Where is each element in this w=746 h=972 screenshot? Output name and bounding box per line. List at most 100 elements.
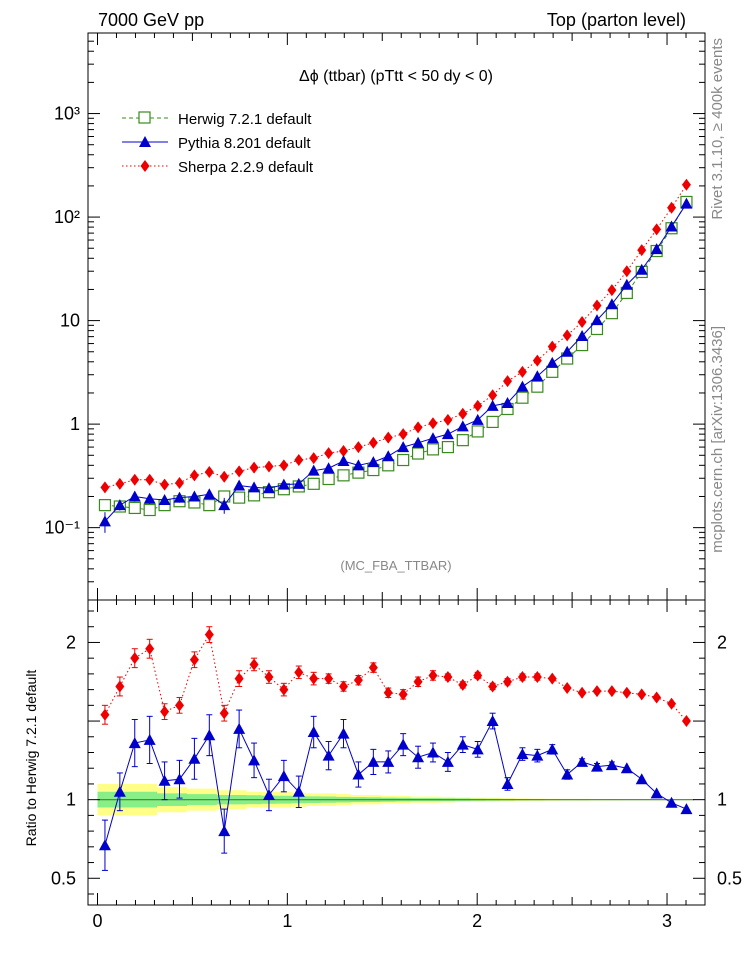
ratio-point-sherpa — [145, 642, 155, 655]
main-point-herwig — [143, 503, 156, 517]
ratio-point-pythia — [292, 785, 305, 797]
main-point-herwig — [382, 459, 395, 472]
main-point-sherpa — [383, 431, 393, 444]
ratio-y-tick-label-right: 1 — [717, 790, 727, 810]
header-right: Top (parton level) — [547, 10, 686, 30]
main-line-pythia — [104, 203, 687, 522]
ratio-point-sherpa — [398, 688, 408, 701]
ratio-point-pythia — [307, 726, 320, 738]
main-point-sherpa — [353, 441, 363, 454]
rivet-label: Rivet 3.1.10, ≥ 400k events — [709, 38, 726, 220]
ratio-point-sherpa — [368, 661, 378, 674]
ratio-point-pythia — [158, 774, 171, 786]
main-point-sherpa — [204, 465, 214, 478]
ratio-plot-content — [97, 626, 694, 871]
legend: Herwig 7.2.1 default Pythia 8.201 defaul… — [122, 111, 314, 176]
ratio-x-tick-label: 3 — [662, 911, 672, 931]
ratio-point-sherpa — [473, 669, 483, 682]
ratio-point-sherpa — [532, 671, 542, 684]
legend-label-herwig: Herwig 7.2.1 default — [178, 111, 312, 128]
ratio-point-pythia — [635, 773, 648, 785]
ratio-point-pythia — [397, 738, 410, 750]
ratio-point-sherpa — [249, 658, 259, 671]
main-point-sherpa — [130, 473, 140, 486]
main-point-sherpa — [339, 444, 349, 457]
ratio-point-pythia — [546, 743, 559, 755]
ratio-point-sherpa — [204, 628, 214, 641]
main-axes: 10⁻¹ 1 10 10² 10³ — [44, 32, 705, 601]
ratio-point-sherpa — [175, 699, 185, 712]
legend-item-sherpa: Sherpa 2.2.9 default — [122, 159, 314, 176]
main-point-sherpa — [622, 265, 632, 278]
main-point-sherpa — [309, 452, 319, 465]
ratio-point-sherpa — [667, 697, 677, 710]
ratio-point-sherpa — [294, 666, 304, 679]
main-point-sherpa — [413, 421, 423, 434]
ratio-point-sherpa — [458, 678, 468, 691]
main-point-sherpa — [264, 460, 274, 473]
main-point-sherpa — [219, 470, 229, 483]
ratio-point-pythia — [248, 754, 261, 766]
main-point-pythia — [561, 345, 574, 357]
main-point-pythia — [650, 243, 663, 255]
ratio-point-pythia — [650, 787, 663, 799]
ratio-point-sherpa — [189, 653, 199, 666]
main-point-pythia — [576, 329, 589, 341]
main-point-sherpa — [667, 201, 677, 214]
ratio-point-sherpa — [577, 686, 587, 699]
main-point-sherpa — [637, 244, 647, 257]
ratio-point-sherpa — [324, 672, 334, 685]
main-point-herwig — [546, 365, 559, 378]
main-y-tick-label: 10³ — [54, 104, 80, 124]
main-point-sherpa — [443, 413, 453, 426]
main-point-herwig — [605, 307, 618, 320]
ratio-point-pythia — [113, 785, 126, 797]
main-point-sherpa — [249, 461, 259, 474]
ratio-point-sherpa — [488, 680, 498, 693]
ratio-point-pythia — [456, 738, 469, 750]
legend-item-herwig: Herwig 7.2.1 default — [122, 111, 312, 128]
main-point-pythia — [635, 263, 648, 275]
main-point-sherpa — [592, 299, 602, 312]
ratio-point-pythia — [605, 759, 618, 771]
main-point-sherpa — [175, 476, 185, 489]
ratio-x-tick-label: 1 — [282, 911, 292, 931]
header-left: 7000 GeV pp — [98, 10, 204, 30]
ratio-point-pythia — [233, 722, 246, 734]
ratio-line-sherpa — [104, 633, 687, 722]
ratio-point-sherpa — [219, 707, 229, 720]
ratio-point-pythia — [188, 752, 201, 764]
main-point-herwig — [456, 434, 469, 447]
main-point-sherpa — [234, 465, 244, 478]
ratio-point-pythia — [665, 796, 678, 808]
ratio-point-sherpa — [681, 715, 691, 728]
ratio-point-pythia — [322, 749, 335, 761]
main-point-sherpa — [547, 340, 557, 353]
ratio-point-pythia — [486, 715, 499, 727]
ratio-point-pythia — [367, 755, 380, 767]
ratio-point-pythia — [426, 746, 439, 758]
main-point-sherpa — [115, 477, 125, 490]
ratio-point-sherpa — [353, 674, 363, 687]
main-point-sherpa — [100, 481, 110, 494]
ratio-point-sherpa — [503, 675, 513, 688]
main-point-sherpa — [562, 329, 572, 342]
main-point-pythia — [590, 314, 603, 326]
ratio-point-pythia — [128, 737, 141, 749]
main-point-sherpa — [145, 473, 155, 486]
main-panel: 10⁻¹ 1 10 10² 10³ Δϕ (ttbar) (pTtt < 50 dy <… — [44, 32, 706, 601]
ratio-point-sherpa — [607, 685, 617, 698]
main-point-sherpa — [294, 454, 304, 467]
ratio-point-sherpa — [264, 671, 274, 684]
ratio-point-sherpa — [100, 708, 110, 721]
main-point-sherpa — [607, 284, 617, 297]
main-point-sherpa — [428, 417, 438, 430]
legend-label-sherpa: Sherpa 2.2.9 default — [178, 159, 314, 176]
ratio-point-sherpa — [413, 675, 423, 688]
main-point-sherpa — [532, 354, 542, 367]
main-point-sherpa — [488, 389, 498, 402]
main-point-pythia — [605, 298, 618, 310]
main-point-herwig — [233, 491, 246, 504]
ratio-point-sherpa — [592, 685, 602, 698]
